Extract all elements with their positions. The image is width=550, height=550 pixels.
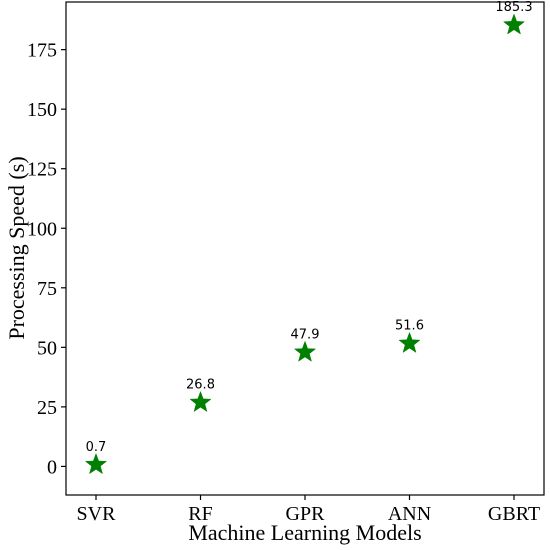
y-tick-label: 150 [27, 99, 57, 121]
star-marker [502, 13, 526, 35]
y-axis-title: Processing Speed (s) [4, 156, 29, 339]
x-tick-label: ANN [388, 503, 431, 525]
y-tick-label: 0 [47, 456, 57, 478]
data-label: 26.8 [186, 378, 215, 393]
data-labels: 0.7 26.8 47.9 51.6 185.3 [86, 0, 533, 455]
plot-area-frame [65, 1, 545, 496]
x-tick-label: GBRT [488, 503, 540, 525]
data-label: 51.6 [395, 319, 424, 334]
data-points [84, 13, 526, 475]
star-marker [293, 340, 317, 362]
y-tick-label: 75 [37, 278, 57, 300]
x-tick-label: SVR [77, 503, 117, 525]
star-marker [398, 331, 421, 354]
data-label: 185.3 [495, 0, 532, 15]
y-axis: 0 25 50 75 100 125 150 175 [27, 40, 66, 478]
y-tick-label: 50 [37, 337, 57, 359]
star-marker [84, 453, 108, 475]
y-tick-label: 175 [27, 40, 57, 62]
y-tick-label: 100 [27, 218, 57, 240]
x-axis: SVR RF GPR ANN GBRT [77, 495, 540, 525]
x-tick-label: GPR [286, 503, 326, 525]
data-label: 47.9 [291, 327, 320, 342]
x-tick-label: RF [188, 503, 212, 525]
data-label: 0.7 [86, 440, 107, 455]
y-tick-label: 25 [37, 397, 57, 419]
x-axis-title: Machine Learning Models [188, 520, 421, 545]
star-marker [189, 390, 212, 413]
y-tick-label: 125 [27, 159, 57, 181]
